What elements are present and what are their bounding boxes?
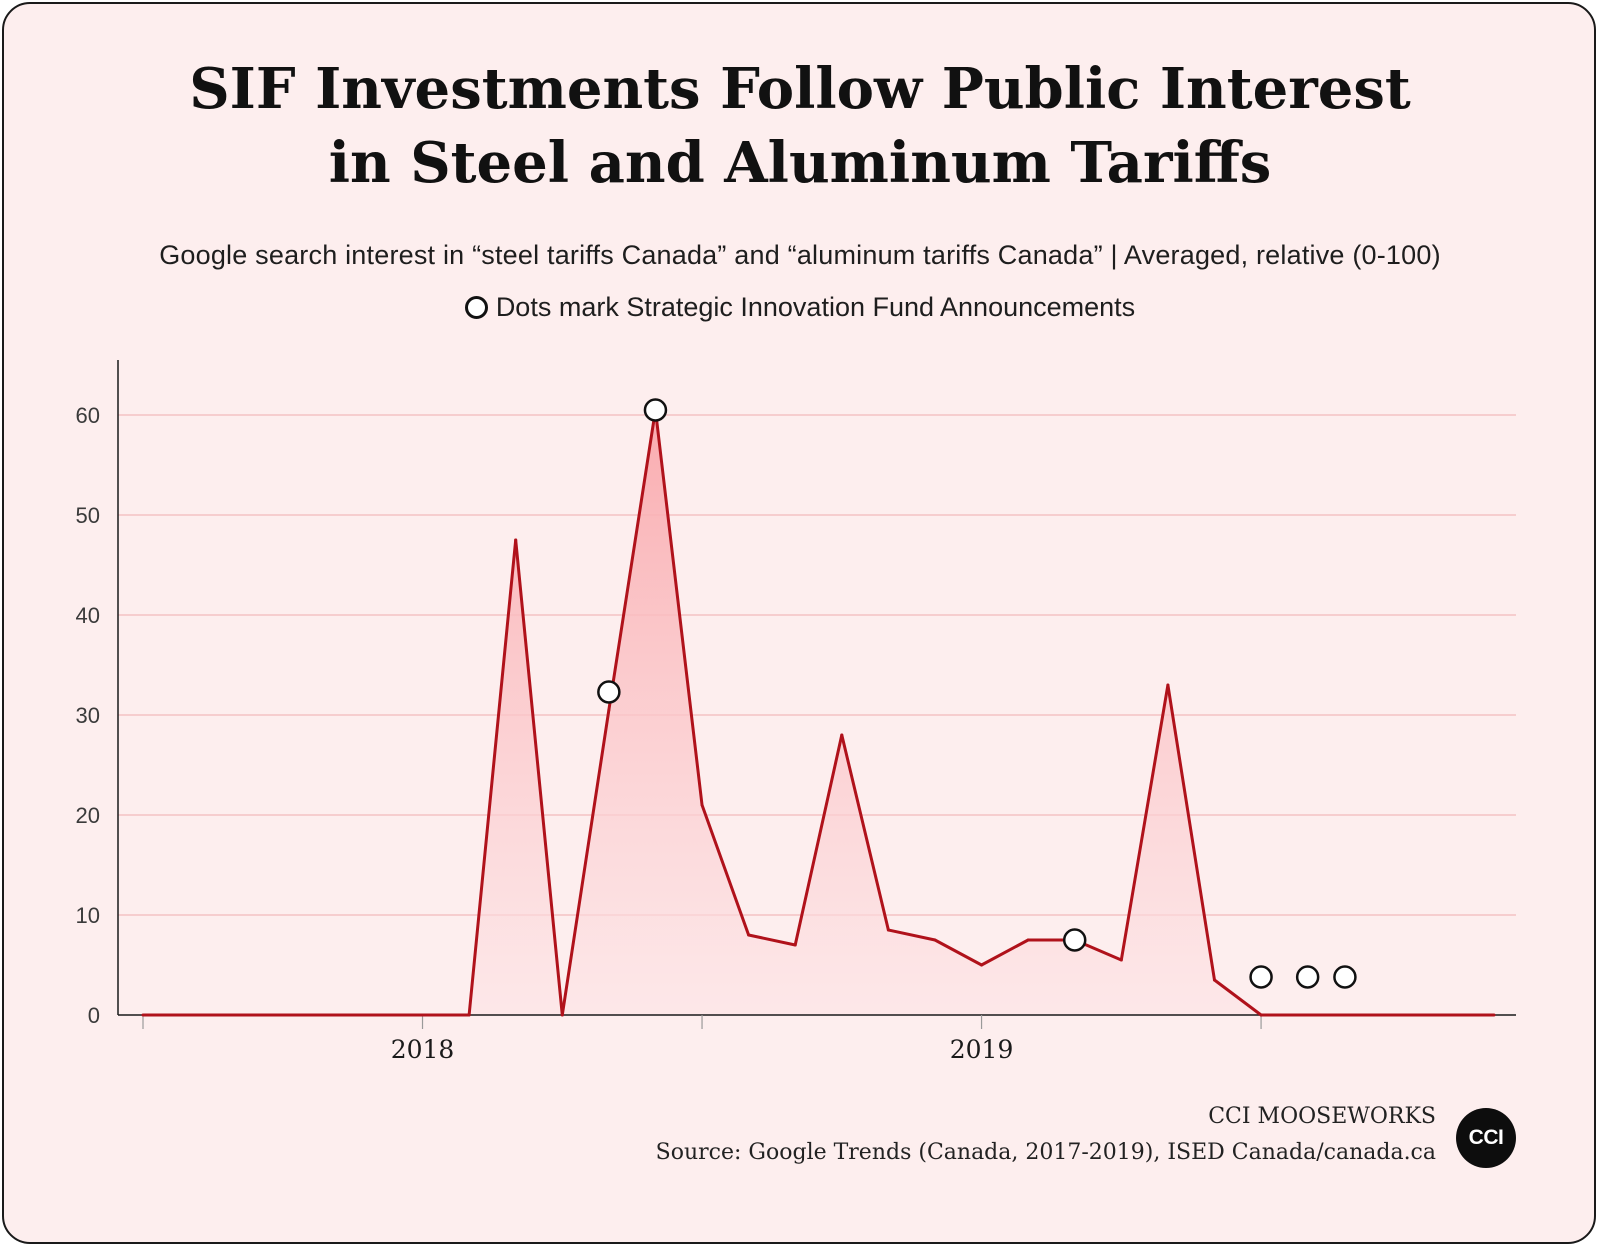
series-line-segment-21 bbox=[1119, 683, 1170, 962]
y-tick-label-20: 20 bbox=[76, 803, 100, 828]
series-line-segment-10 bbox=[607, 408, 657, 712]
series-line-segment-13 bbox=[747, 933, 797, 947]
grid-layer bbox=[118, 414, 1516, 916]
chart-title-line-1: SIF Investments Follow Public Interest bbox=[189, 56, 1411, 122]
series-line-segment-18 bbox=[980, 938, 1030, 967]
sif-announcement-marker-5 bbox=[1295, 965, 1320, 989]
series-line-segment-14 bbox=[793, 733, 844, 947]
series-line-segment-15 bbox=[840, 733, 890, 932]
series-line-segment-12 bbox=[700, 803, 751, 937]
x-year-label-2018: 2018 bbox=[391, 1035, 455, 1064]
marker-layer bbox=[597, 398, 1357, 989]
y-tick-label-40: 40 bbox=[76, 603, 100, 628]
legend-label: Dots mark Strategic Innovation Fund Anno… bbox=[495, 292, 1136, 322]
chart-title-line-2: in Steel and Aluminum Tariffs bbox=[328, 130, 1272, 196]
line-layer bbox=[141, 408, 1496, 1017]
series-line-segment-7 bbox=[467, 538, 518, 1017]
y-tick-label-10: 10 bbox=[76, 903, 100, 928]
footer-brand: CCI MOOSEWORKS bbox=[1208, 1104, 1436, 1129]
series-line-segment-9 bbox=[560, 708, 611, 1017]
sif-announcement-marker-2 bbox=[643, 398, 668, 422]
y-tick-label-0: 0 bbox=[88, 1003, 100, 1028]
sif-announcement-marker-6 bbox=[1333, 965, 1357, 989]
chart-subtitle: Google search interest in “steel tariffs… bbox=[159, 240, 1441, 270]
series-line-segment-8 bbox=[514, 538, 564, 1017]
series-area-fill bbox=[143, 410, 1494, 1015]
series-line-segment-17 bbox=[933, 938, 984, 967]
y-tick-label-60: 60 bbox=[76, 403, 100, 428]
sif-announcement-marker-1 bbox=[597, 680, 621, 704]
legend-dot-icon bbox=[464, 296, 488, 319]
series-line-segment-16 bbox=[886, 928, 937, 942]
area-layer bbox=[143, 410, 1494, 1015]
sif-announcement-marker-4 bbox=[1249, 965, 1273, 989]
x-year-label-2019: 2019 bbox=[950, 1035, 1014, 1064]
footer-source: Source: Google Trends (Canada, 2017-2019… bbox=[655, 1140, 1436, 1165]
sif-announcement-marker-3 bbox=[1062, 928, 1087, 952]
y-tick-label-50: 50 bbox=[76, 503, 100, 528]
y-tick-label-30: 30 bbox=[76, 703, 100, 728]
series-line-segment-22 bbox=[1166, 683, 1216, 982]
legend: Dots mark Strategic Innovation Fund Anno… bbox=[0, 292, 1600, 323]
cci-logo: CCI bbox=[1456, 1108, 1516, 1168]
series-line-segment-11 bbox=[653, 408, 704, 807]
label-layer: 0 10 20 30 40 50 60 2018 2019 bbox=[76, 403, 1014, 1064]
series-line-segment-23 bbox=[1212, 978, 1263, 1017]
chart-title: SIF Investments Follow Public Interest i… bbox=[0, 52, 1600, 200]
